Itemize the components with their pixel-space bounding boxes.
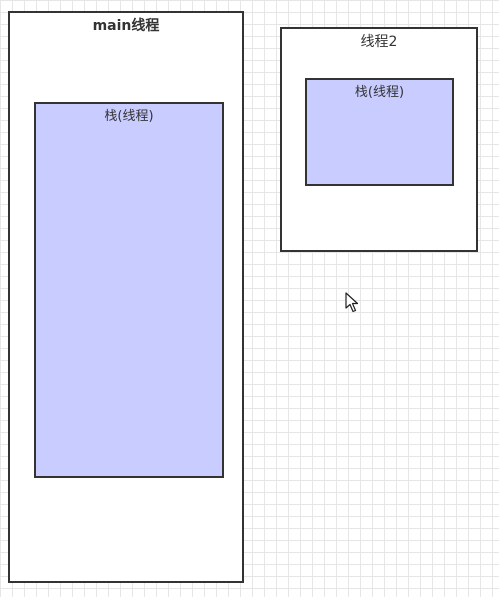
thread-2-label: 线程2 [360,34,398,50]
mouse-pointer-icon [345,292,359,313]
main-thread-stack-box[interactable]: 栈(线程) [34,102,224,478]
thread-2-stack-label: 栈(线程) [354,85,405,100]
main-thread-stack-label: 栈(线程) [104,109,154,124]
thread-2-stack-box[interactable]: 栈(线程) [305,78,454,186]
main-thread-label: main线程 [92,18,160,34]
